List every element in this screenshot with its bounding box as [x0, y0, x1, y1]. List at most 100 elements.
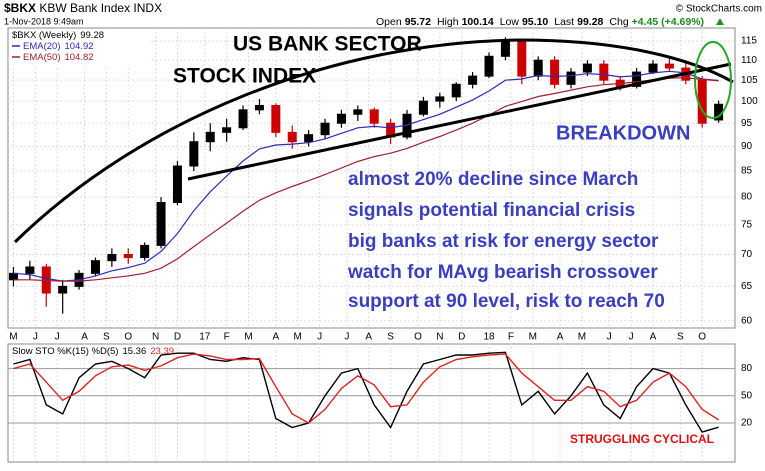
candle-body: [189, 141, 199, 167]
x-tick-label: O: [414, 332, 422, 343]
quote-value: 99.28: [577, 16, 603, 28]
x-tick-label: J: [607, 332, 612, 343]
x-tick-label: M: [529, 332, 537, 343]
legend-box: [9, 29, 149, 66]
y-tick-label: 95: [741, 118, 753, 129]
quote-label: High: [437, 16, 459, 28]
y-tick-label: 80: [741, 192, 753, 203]
y-tick-label: 90: [741, 141, 753, 152]
candle-body: [451, 83, 461, 98]
sto-panel: [7, 343, 736, 463]
sto-title: Slow STO %K(15) %D(5) 15.36 23.39: [12, 346, 174, 357]
x-tick-label: J: [317, 332, 322, 343]
y-tick-label: 115: [741, 36, 757, 47]
quote-value: 100.14: [462, 16, 494, 28]
x-tick-label: F: [224, 332, 230, 343]
candle-body: [369, 109, 379, 124]
candle-body: [468, 75, 478, 85]
candle-body: [8, 272, 18, 281]
exchange: INDX: [133, 1, 162, 15]
candle-body: [500, 40, 510, 57]
y-tick-label: 20: [741, 418, 753, 429]
y-tick-label: 110: [741, 55, 757, 66]
candle-body: [90, 260, 100, 274]
candle-body: [238, 109, 248, 129]
series-line: [13, 353, 719, 424]
legend-value: 104.82: [64, 52, 93, 63]
annotation-breakdown: BREAKDOWN: [556, 122, 690, 144]
annotation-note: support at 90 level, risk to reach 70: [348, 291, 665, 312]
candle-body: [664, 63, 674, 69]
candle-body: [484, 55, 494, 77]
candle-body: [566, 71, 576, 85]
quote-value: 95.10: [522, 16, 548, 28]
x-tick-label: O: [124, 332, 132, 343]
series-line: [13, 351, 719, 433]
x-tick-label: J: [344, 332, 349, 343]
y-tick-label: 65: [741, 281, 753, 292]
annotation-struggling: STRUGGLING CYCLICAL: [570, 432, 714, 446]
x-tick-label: A: [650, 332, 657, 343]
annotation-title: US BANK SECTOR: [233, 33, 422, 56]
series-line: [13, 70, 719, 282]
header: $BKX KBW Bank Index INDX 1-Nov-2018 9:49…: [4, 1, 762, 28]
legend-entry: EMA(20) 104.92: [23, 41, 94, 52]
x-tick-label: 17: [199, 332, 211, 343]
legend-name: EMA(20): [23, 41, 60, 52]
candle-body: [123, 254, 133, 259]
candle-body: [550, 59, 560, 85]
annotation-note: big banks at risk for energy sector: [348, 231, 659, 252]
annotation-title: STOCK INDEX: [173, 65, 316, 88]
quote-label: Low: [500, 16, 520, 28]
y-tick-label: 100: [741, 96, 758, 107]
candle-body: [172, 165, 182, 204]
sto-name: Slow STO %K(15) %D(5): [12, 346, 118, 357]
legend-entry: EMA(50) 104.82: [23, 52, 94, 63]
y-tick-label: 85: [741, 166, 753, 177]
quote-label: Chg: [609, 16, 628, 28]
candle-body: [140, 244, 150, 259]
x-tick-label: A: [81, 332, 88, 343]
candle-body: [320, 122, 330, 136]
index-name: KBW Bank Index: [39, 1, 130, 15]
x-tick-label: S: [387, 332, 394, 343]
quote-label: Open: [376, 16, 402, 28]
x-tick-label: J: [33, 332, 38, 343]
x-tick-label: A: [273, 332, 280, 343]
x-tick-label: F: [508, 332, 514, 343]
annotation-note: watch for MAvg bearish crossover: [347, 262, 658, 283]
x-tick-label: M: [9, 332, 17, 343]
y-tick-label: 70: [741, 249, 753, 260]
legend-name: $BKX (Weekly): [12, 30, 76, 41]
quote-value: 95.72: [405, 16, 431, 28]
x-tick-label: M: [578, 332, 586, 343]
candle-body: [353, 109, 363, 115]
y-tick-label: 60: [741, 315, 753, 326]
quote: Open 95.72 High 100.14 Low 95.10 Last 99.28 Chg +…: [376, 16, 704, 28]
quote-label: Last: [554, 16, 574, 28]
support-trendline: [187, 62, 732, 181]
candle-body: [632, 71, 642, 87]
candle-body: [533, 59, 543, 77]
y-tick-label: 75: [741, 219, 753, 230]
candle-body: [58, 285, 68, 294]
x-tick-label: N: [436, 332, 443, 343]
price-panel: [7, 27, 736, 329]
y-tick-label: 80: [741, 363, 753, 374]
drawings: [13, 38, 734, 244]
candle-body: [697, 79, 707, 124]
candle-body: [336, 113, 346, 124]
candle-body: [418, 100, 428, 115]
candle-body: [648, 63, 658, 73]
x-tick-label: A: [365, 332, 372, 343]
x-tick-label: A: [557, 332, 564, 343]
x-tick-label: S: [677, 332, 684, 343]
candle-body: [107, 254, 117, 262]
x-tick-label: D: [174, 332, 181, 343]
legend-value: 104.92: [64, 41, 93, 52]
up-arrow: [716, 18, 724, 25]
candle-body: [435, 96, 445, 102]
legend-value: 99.28: [80, 30, 104, 41]
